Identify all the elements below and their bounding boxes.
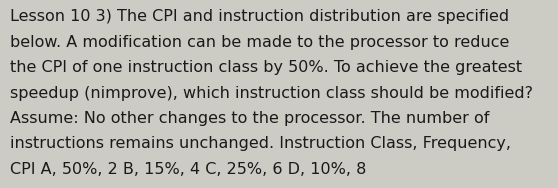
Text: speedup (nimprove), which instruction class should be modified?: speedup (nimprove), which instruction cl… bbox=[10, 86, 533, 101]
Text: CPI A, 50%, 2 B, 15%, 4 C, 25%, 6 D, 10%, 8: CPI A, 50%, 2 B, 15%, 4 C, 25%, 6 D, 10%… bbox=[10, 162, 367, 177]
Text: instructions remains unchanged. Instruction Class, Frequency,: instructions remains unchanged. Instruct… bbox=[10, 136, 511, 151]
Text: the CPI of one instruction class by 50%. To achieve the greatest: the CPI of one instruction class by 50%.… bbox=[10, 60, 522, 75]
Text: below. A modification can be made to the processor to reduce: below. A modification can be made to the… bbox=[10, 35, 509, 50]
Text: Assume: No other changes to the processor. The number of: Assume: No other changes to the processo… bbox=[10, 111, 489, 126]
Text: Lesson 10 3) The CPI and instruction distribution are specified: Lesson 10 3) The CPI and instruction dis… bbox=[10, 9, 509, 24]
